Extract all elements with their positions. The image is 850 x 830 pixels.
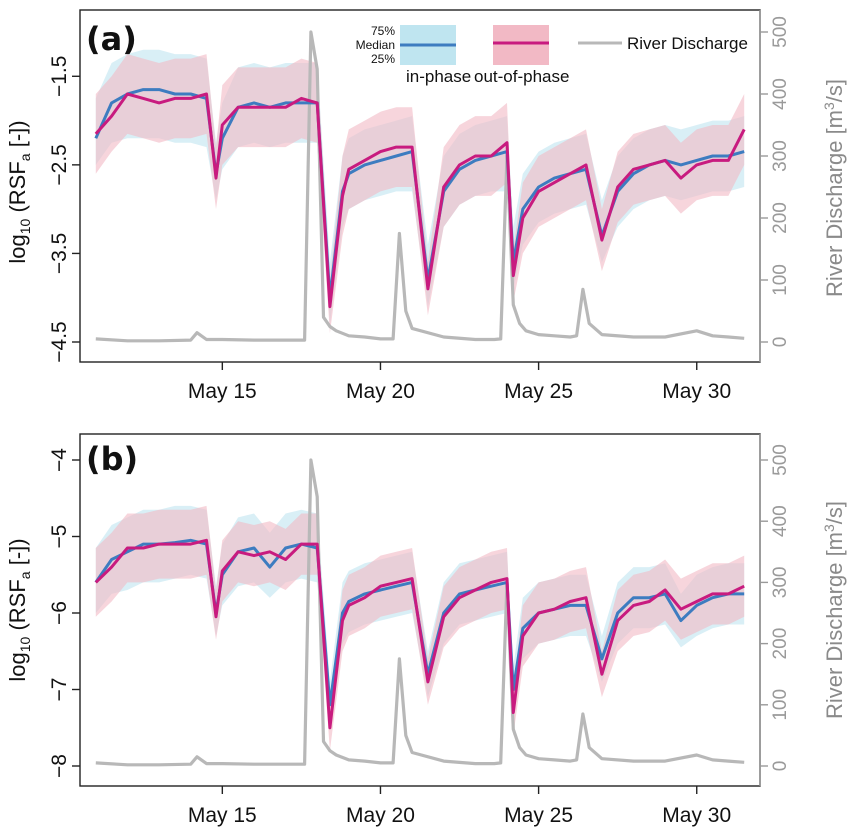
y2-tick-label: 100 [770,689,791,721]
panel-a: −4.5 −3.5 −2.5 −1.5 0 100 200 300 400 500 May 15… [5,9,847,403]
y-axis-label: log10 (RSFa [-]) [5,538,33,681]
x-tick-label: May 20 [346,380,415,403]
legend-q75-label: 75% [371,24,395,38]
y2-axis-label: River Discharge [m3/s] [821,79,847,297]
discharge-series [95,30,745,343]
x-tick-label: May 30 [662,804,731,827]
x-tick-label: May 25 [504,380,573,403]
y2-tick-label: 200 [770,202,791,234]
median-lines [94,538,745,730]
out-of-phase-iqr-band [95,54,745,334]
y-tick-label: −5 [48,525,71,549]
y-ticks: −4.5 −3.5 −2.5 −1.5 [48,56,80,363]
x-tick-label: May 15 [188,804,257,827]
x-tick-label: May 30 [662,380,731,403]
x-ticks: May 15 May 20 May 25 May 30 [188,786,731,827]
y2-tick-label: 100 [770,264,791,296]
panel-b: −8 −7 −6 −5 −4 0 100 200 300 400 500 May 15 May 20… [5,433,847,827]
x-tick-label: May 15 [188,380,257,403]
legend-in-phase-label: in-phase [406,67,471,86]
y2-tick-label: 400 [770,78,791,110]
discharge-series [95,458,745,767]
y-axis-label: log10 (RSFa [-]) [5,120,33,263]
y2-axis-label: River Discharge [m3/s] [821,501,847,719]
legend-q25-label: 25% [371,52,395,66]
legend-out-phase-band [493,25,549,65]
y2-tick-label: 300 [770,567,791,599]
out-of-phase-median-line [94,538,745,730]
y2-tick-label: 500 [770,444,791,476]
bands [95,49,745,334]
x-tick-label: May 25 [504,804,573,827]
y-tick-label: −2.5 [48,144,71,185]
panel-label: (a) [86,20,137,58]
y-tick-label: −3.5 [48,233,71,274]
y-tick-label: −6 [48,601,71,625]
y-tick-label: −4 [48,448,71,472]
y2-tick-label: 200 [770,628,791,660]
y2-ticks: 0 100 200 300 400 500 [760,444,791,771]
y2-tick-label: 400 [770,505,791,537]
legend: 75% Median 25% in-phase out-of-phase Riv… [356,24,748,86]
y2-tick-label: 0 [770,337,791,348]
y-tick-label: −1.5 [48,56,71,97]
x-ticks: May 15 May 20 May 25 May 30 [188,362,731,403]
river-discharge-line [95,458,745,767]
median-lines [94,88,746,309]
y2-tick-label: 500 [770,16,791,48]
y-tick-label: −4.5 [48,321,71,362]
y-ticks: −8 −7 −6 −5 −4 [48,448,80,778]
y2-tick-label: 300 [770,140,791,172]
out-of-phase-median-line [94,92,746,309]
panel-label: (b) [86,440,138,478]
legend-median-label: Median [356,38,395,52]
y-tick-label: −8 [48,754,71,778]
legend-out-phase-label: out-of-phase [474,67,569,86]
x-tick-label: May 20 [346,804,415,827]
river-discharge-line [95,30,745,343]
y2-tick-label: 0 [770,761,791,772]
legend-discharge-label: River Discharge [627,34,748,53]
y-tick-label: −7 [48,678,71,702]
y2-ticks: 0 100 200 300 400 500 [760,16,791,347]
